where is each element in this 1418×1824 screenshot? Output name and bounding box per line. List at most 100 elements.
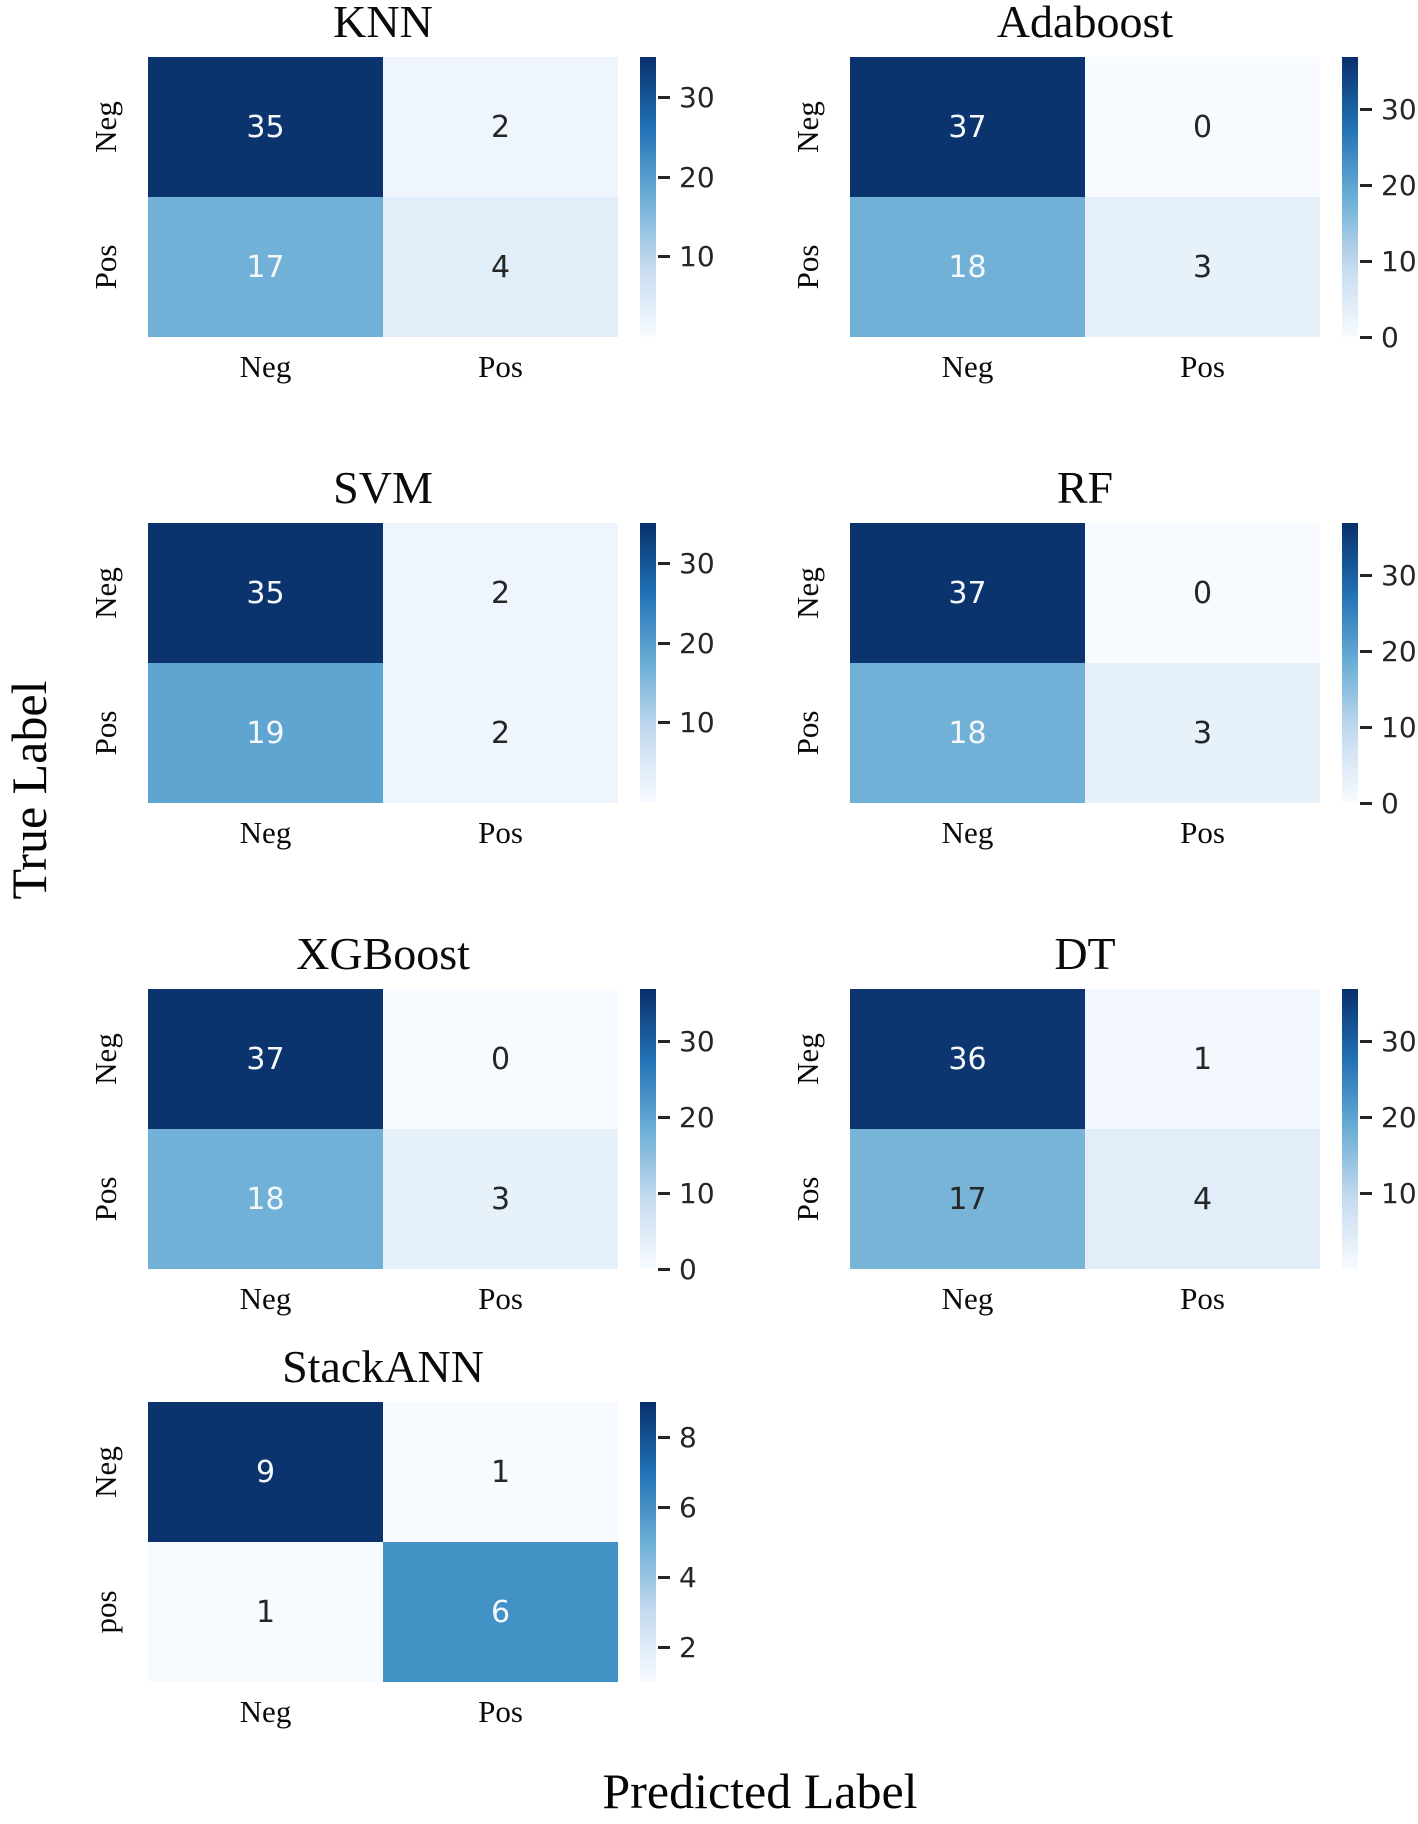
matrix-cell: 1 (148, 1542, 383, 1682)
col-label: Pos (1180, 349, 1225, 384)
colorbar-tick: 10 (1360, 244, 1417, 278)
heatmap-matrix: 36 1 17 4 (850, 989, 1320, 1269)
tick-mark (658, 721, 670, 725)
tick-label: 0 (1381, 320, 1399, 354)
tick-mark (658, 95, 670, 99)
col-label: Pos (1180, 815, 1225, 850)
colorbar-tick: 20 (658, 626, 715, 660)
tick-label: 8 (679, 1420, 697, 1454)
colorbar (1342, 989, 1358, 1269)
tick-label: 2 (679, 1630, 697, 1664)
colorbar (1342, 523, 1358, 803)
tick-label: 10 (1381, 1176, 1417, 1210)
subplot-title: XGBoost (296, 928, 470, 979)
tick-label: 10 (679, 240, 715, 274)
tick-label: 20 (1381, 635, 1417, 669)
subplot-title: DT (1054, 928, 1116, 979)
col-label: Neg (941, 1281, 994, 1316)
tick-mark (1360, 801, 1372, 805)
row-label: Pos (790, 244, 825, 290)
matrix-cell: 18 (850, 197, 1085, 337)
tick-mark (658, 1191, 670, 1195)
subplot-title: KNN (333, 0, 433, 47)
tick-mark (1360, 1040, 1372, 1044)
matrix-cell: 17 (850, 1129, 1085, 1269)
subplot-adaboost: Adaboost 37 0 18 3 Neg Pos Neg Pos 30 20 10 0 (790, 0, 1417, 384)
row-label: Pos (88, 710, 123, 756)
tick-mark (1360, 259, 1372, 263)
tick-label: 10 (1381, 244, 1417, 278)
matrix-cell: 37 (850, 523, 1085, 663)
tick-label: 20 (679, 626, 715, 660)
tick-mark (658, 1040, 670, 1044)
col-label: Pos (478, 349, 523, 384)
colorbar-tick: 20 (1360, 1101, 1417, 1134)
matrix-cell: 35 (148, 523, 383, 663)
colorbar-tick: 10 (1360, 1176, 1417, 1210)
tick-mark (658, 1267, 670, 1271)
subplot-title: SVM (333, 462, 433, 513)
row-label: pos (88, 1590, 123, 1634)
tick-label: 10 (1381, 710, 1417, 744)
matrix-cell: 37 (850, 57, 1085, 197)
tick-mark (1360, 574, 1372, 578)
matrix-cell: 37 (148, 989, 383, 1129)
tick-mark (658, 1505, 670, 1509)
col-label: Pos (478, 815, 523, 850)
row-label: Pos (88, 1176, 123, 1222)
colorbar-tick: 6 (658, 1490, 697, 1524)
tick-mark (658, 1645, 670, 1649)
subplot-title: RF (1056, 462, 1114, 513)
tick-label: 30 (679, 1025, 715, 1059)
colorbar-tick: 20 (1360, 169, 1417, 203)
row-label: Neg (790, 101, 825, 153)
row-label: Neg (88, 567, 123, 619)
tick-mark (1360, 725, 1372, 729)
colorbar-tick: 30 (658, 546, 715, 580)
tick-mark (1360, 184, 1372, 188)
colorbar-tick: 10 (658, 706, 715, 740)
row-label: Pos (88, 244, 123, 290)
col-label: Pos (478, 1694, 523, 1729)
heatmap-matrix: 37 0 18 3 (850, 57, 1320, 337)
tick-label: 4 (679, 1560, 697, 1594)
row-label: Neg (790, 1033, 825, 1085)
colorbar-tick: 10 (658, 1177, 715, 1210)
tick-mark (1360, 108, 1372, 112)
colorbar-tick: 10 (658, 240, 715, 274)
col-label: Neg (941, 349, 994, 384)
tick-mark (658, 561, 670, 565)
colorbar-tick: 0 (658, 1252, 697, 1286)
tick-label: 10 (679, 706, 715, 740)
colorbar-tick: 30 (1360, 559, 1417, 593)
colorbar-tick: 30 (1360, 1025, 1417, 1058)
subplot-knn: KNN 35 2 17 4 Neg Pos Neg Pos 30 20 10 (88, 0, 715, 384)
matrix-cell: 1 (383, 1402, 618, 1542)
tick-label: 30 (679, 546, 715, 580)
matrix-cell: 17 (148, 197, 383, 337)
matrix-cell: 1 (1085, 989, 1320, 1129)
matrix-cell: 2 (383, 663, 618, 803)
tick-label: 6 (679, 1490, 697, 1524)
tick-label: 0 (679, 1252, 697, 1286)
subplot-svm: SVM 35 2 19 2 Neg Pos Neg Pos 30 20 10 (88, 462, 715, 850)
colorbar-tick: 4 (658, 1560, 697, 1594)
tick-label: 30 (1381, 559, 1417, 593)
colorbar-tick: 30 (658, 1025, 715, 1059)
heatmap-matrix: 37 0 18 3 (148, 989, 618, 1269)
tick-label: 0 (1381, 786, 1399, 820)
matrix-cell: 2 (383, 523, 618, 663)
colorbar-tick: 0 (1360, 786, 1399, 820)
colorbar-tick: 2 (658, 1630, 697, 1664)
matrix-cell: 18 (148, 1129, 383, 1269)
tick-mark (658, 175, 670, 179)
tick-mark (658, 1435, 670, 1439)
tick-label: 20 (679, 1101, 715, 1135)
tick-label: 20 (1381, 169, 1417, 203)
colorbar (640, 1402, 656, 1682)
colorbar-tick: 8 (658, 1420, 697, 1454)
col-label: Pos (1180, 1281, 1225, 1316)
colorbar-tick: 20 (658, 161, 715, 194)
